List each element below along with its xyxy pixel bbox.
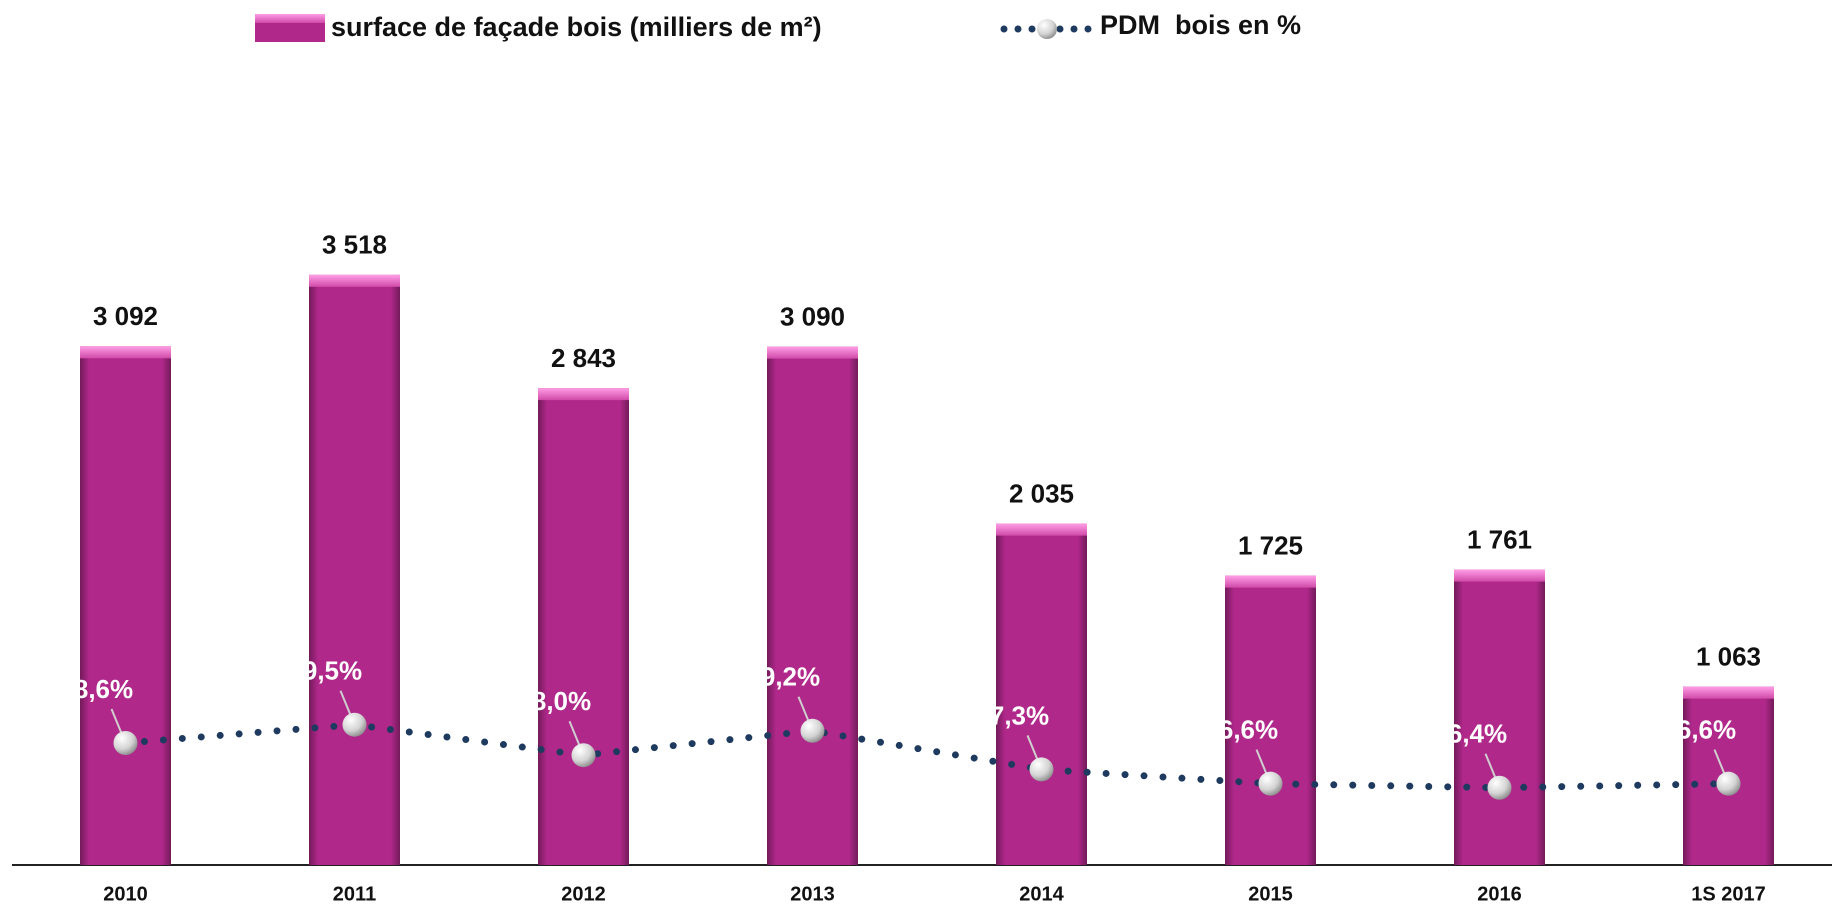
bar-shade bbox=[80, 346, 171, 865]
marker bbox=[800, 718, 825, 743]
data-label: 3 090 bbox=[780, 302, 845, 332]
bar-cap bbox=[538, 388, 629, 401]
bar-shade bbox=[996, 523, 1087, 865]
data-label: 3 092 bbox=[93, 301, 158, 331]
data-label: 2 843 bbox=[551, 343, 616, 373]
bar-cap bbox=[80, 346, 171, 359]
x-tick-label: 2011 bbox=[333, 883, 376, 905]
bar-cap bbox=[309, 274, 400, 287]
data-label: 3 518 bbox=[322, 230, 387, 260]
data-label: 7,3% bbox=[990, 700, 1049, 730]
marker bbox=[1716, 771, 1741, 796]
bar-cap bbox=[996, 523, 1087, 536]
marker bbox=[571, 743, 596, 768]
line bbox=[122, 721, 1732, 792]
bar-cap bbox=[767, 346, 858, 359]
data-label: 8,0% bbox=[532, 686, 591, 716]
legend-label: PDM bois en % bbox=[1100, 10, 1301, 40]
data-label: 9,5% bbox=[303, 656, 362, 686]
x-tick-label: 2015 bbox=[1248, 883, 1293, 905]
data-label: 1 761 bbox=[1467, 524, 1532, 554]
bar-cap bbox=[1225, 575, 1316, 588]
bar-cap bbox=[1683, 686, 1774, 699]
data-label: 2 035 bbox=[1009, 479, 1074, 509]
data-label: 1 063 bbox=[1696, 642, 1761, 672]
data-label: 9,2% bbox=[761, 662, 820, 692]
marker bbox=[1258, 771, 1283, 796]
data-label: 1 725 bbox=[1238, 531, 1303, 561]
data-label: 8,6% bbox=[74, 674, 133, 704]
x-tick-label: 2012 bbox=[561, 883, 606, 905]
x-tick-label: 2014 bbox=[1019, 883, 1064, 905]
marker bbox=[113, 731, 138, 755]
marker bbox=[1487, 775, 1512, 800]
legend-marker bbox=[1037, 19, 1057, 39]
legend-label: surface de façade bois (milliers de m²) bbox=[331, 12, 822, 42]
bar-shade bbox=[538, 388, 629, 865]
data-label: 6,6% bbox=[1219, 715, 1278, 745]
bar-shade bbox=[1454, 569, 1545, 865]
x-tick-label: 2013 bbox=[790, 883, 835, 905]
bar-shade bbox=[767, 346, 858, 866]
data-label: 6,6% bbox=[1677, 715, 1736, 745]
x-tick-label: 2010 bbox=[103, 883, 148, 905]
x-tick-label: 2016 bbox=[1477, 883, 1522, 905]
bar-shade bbox=[1225, 575, 1316, 865]
marker bbox=[342, 712, 367, 737]
marker bbox=[1029, 757, 1054, 782]
bar-cap bbox=[1454, 569, 1545, 582]
legend-swatch-cap bbox=[255, 14, 325, 23]
data-label: 6,4% bbox=[1448, 719, 1507, 749]
bar-shade bbox=[309, 274, 400, 866]
x-tick-label: 1S 2017 bbox=[1691, 883, 1766, 905]
